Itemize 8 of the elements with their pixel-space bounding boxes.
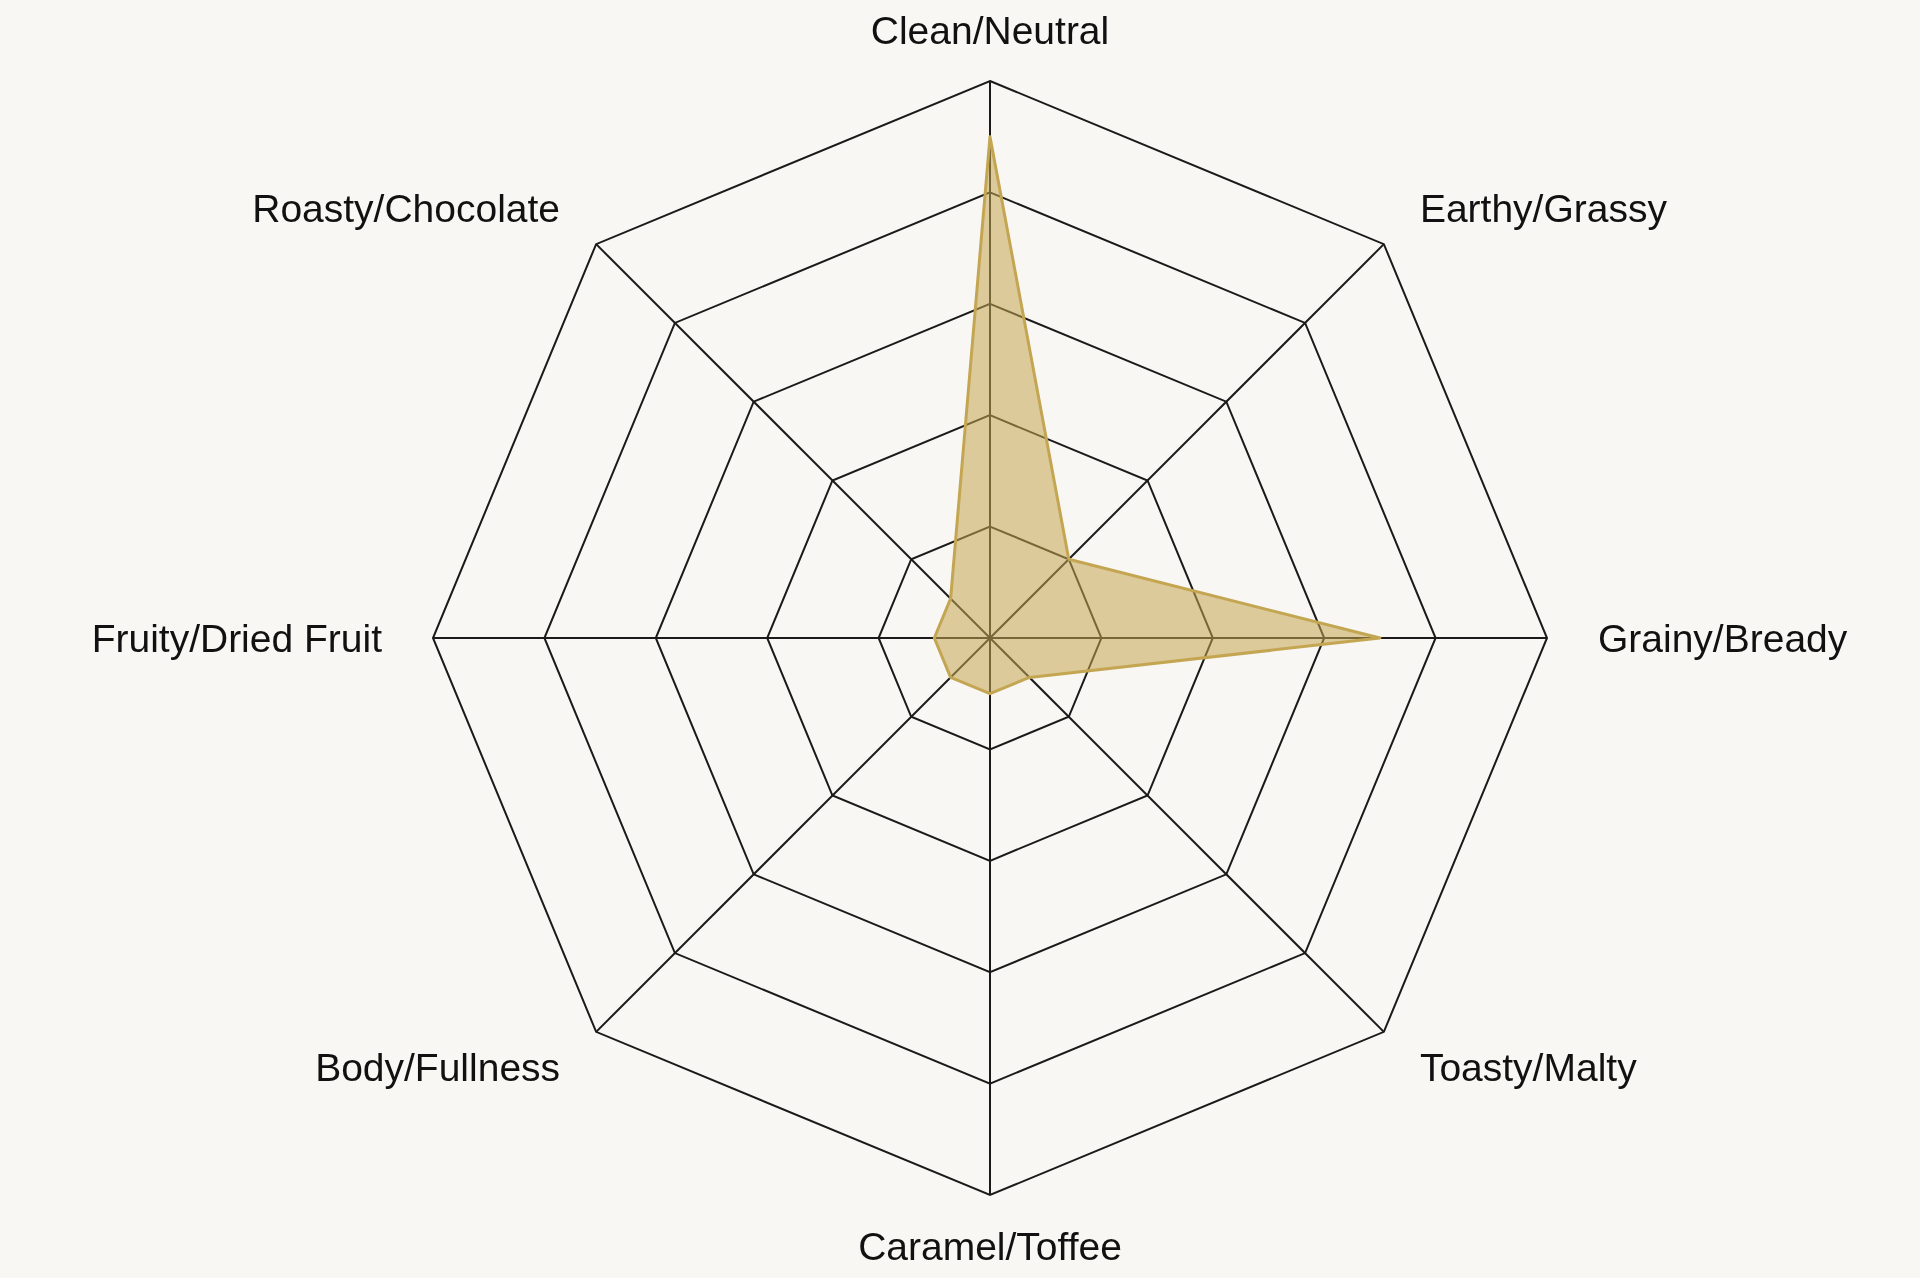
spoke-label: Body/Fullness	[315, 1046, 561, 1090]
spoke-label: Roasty/Chocolate	[252, 186, 561, 230]
spoke-label: Fruity/Dried Fruit	[91, 616, 383, 660]
spoke-label: Earthy/Grassy	[1419, 186, 1668, 230]
spoke-label: Grainy/Bready	[1598, 616, 1848, 660]
spoke-label: Toasty/Malty	[1419, 1046, 1638, 1090]
spoke-label: Clean/Neutral	[870, 8, 1110, 52]
spoke-label: Caramel/Toffee	[858, 1224, 1122, 1268]
